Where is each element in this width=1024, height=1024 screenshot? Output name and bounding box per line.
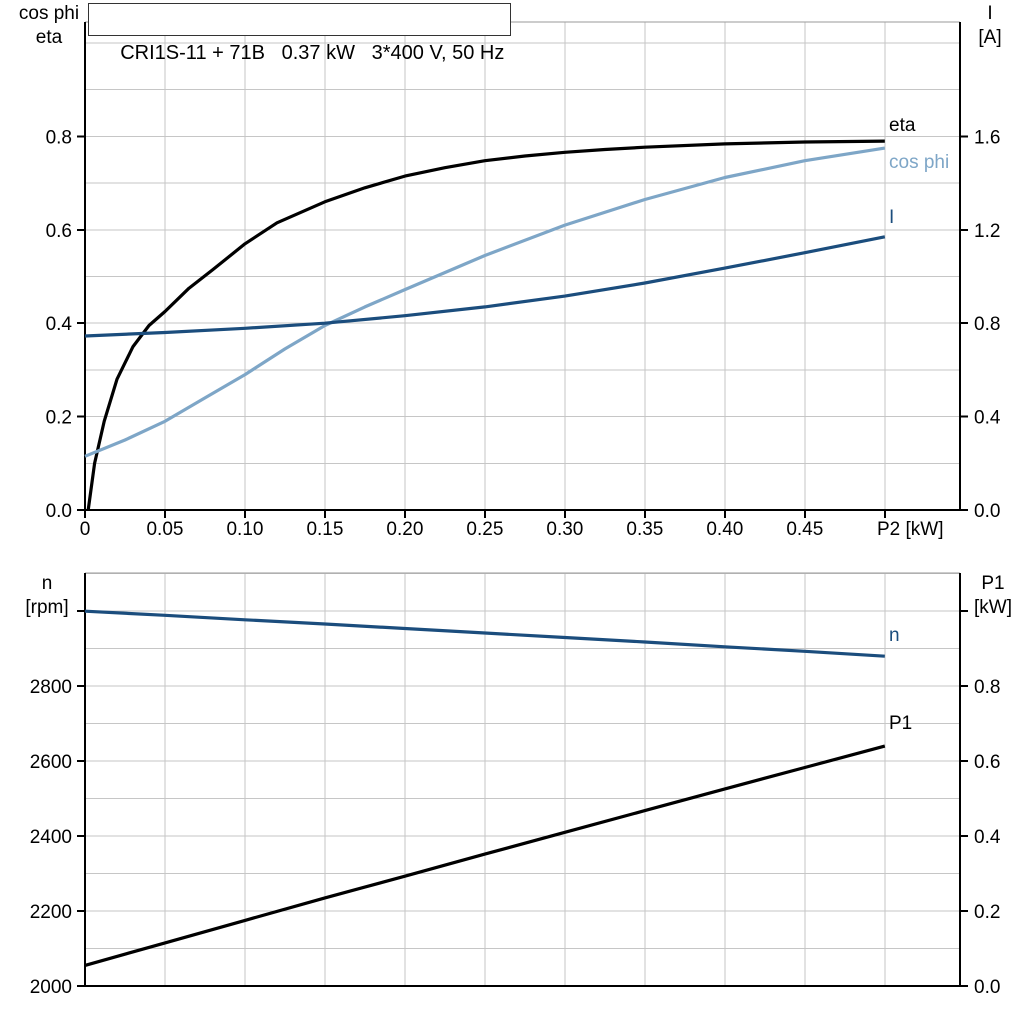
- right-axis-tick-label: 0.2: [974, 902, 1000, 923]
- current-curve-label: I: [889, 207, 894, 228]
- x-axis-tick-label: 0.45: [786, 519, 823, 540]
- x-axis-tick-label: 0: [80, 519, 91, 540]
- rpm-unit-label: [rpm]: [25, 597, 69, 618]
- right-axis-tick-label: 0.0: [974, 977, 1000, 998]
- x-axis-tick-label: 0.05: [146, 519, 183, 540]
- right-axis-tick-label: 1.2: [974, 221, 1000, 242]
- x-axis-tick-label: 0.20: [386, 519, 423, 540]
- left-axis-tick-label: 2200: [30, 902, 72, 923]
- eta-axis-label: eta: [35, 27, 63, 48]
- kw-unit-label: [kW]: [974, 597, 1012, 618]
- right-axis-tick-label: 0.6: [974, 752, 1000, 773]
- right-axis-tick-label: 0.8: [974, 677, 1000, 698]
- p1-curve: [84, 744, 886, 967]
- x-axis-title: P2 [kW]: [877, 519, 944, 540]
- ampere-unit-label: [A]: [978, 27, 1002, 48]
- right-axis-tick-label: 0.4: [974, 827, 1001, 848]
- speed-curve: [84, 609, 885, 658]
- chart-title-box: CRI1S-11 + 71B 0.37 kW 3*400 V, 50 Hz: [88, 3, 511, 64]
- chart-title: CRI1S-11 + 71B 0.37 kW 3*400 V, 50 Hz: [120, 42, 505, 64]
- p1-curve-label: P1: [889, 713, 912, 734]
- eta-curve-label: eta: [889, 115, 916, 136]
- left-axis-tick-label: 2600: [30, 752, 72, 773]
- bottom-left-axis-unit-label: n [rpm]: [7, 572, 87, 620]
- left-axis-tick-label: 2800: [30, 677, 72, 698]
- top-left-axis-unit-label: cos phi eta: [9, 2, 89, 50]
- right-axis-tick-label: 0.4: [974, 408, 1001, 429]
- x-axis-tick-label: 0.10: [226, 519, 263, 540]
- left-axis-tick-label: 0.0: [46, 501, 72, 522]
- current-axis-label: I: [987, 3, 993, 24]
- p1-axis-label: P1: [981, 573, 1005, 594]
- speed-curve-label: n: [889, 625, 900, 646]
- left-axis-tick-label: 2000: [30, 977, 72, 998]
- left-axis-tick-label: 0.2: [46, 408, 72, 429]
- bottom-right-axis-unit-label: P1 [kW]: [953, 572, 1024, 620]
- x-axis-tick-label: 0.30: [546, 519, 583, 540]
- cos-phi-axis-label: cos phi: [18, 3, 80, 24]
- left-axis-tick-label: 2400: [30, 827, 72, 848]
- right-axis-tick-label: 1.6: [974, 127, 1000, 148]
- x-axis-tick-label: 0.35: [626, 519, 663, 540]
- top-right-axis-unit-label: I [A]: [950, 2, 1024, 50]
- left-axis-tick-label: 0.8: [46, 127, 72, 148]
- left-axis-tick-label: 0.4: [46, 314, 73, 335]
- eta-curve: [86, 139, 885, 511]
- left-axis-tick-label: 0.6: [46, 221, 72, 242]
- cos-phi-curve-label: cos phi: [889, 152, 949, 173]
- right-axis-tick-label: 0.8: [974, 314, 1000, 335]
- x-axis-tick-label: 0.40: [706, 519, 743, 540]
- speed-axis-label: n: [41, 573, 53, 594]
- cos-phi-curve: [84, 146, 886, 458]
- right-axis-tick-label: 0.0: [974, 501, 1000, 522]
- x-axis-tick-label: 0.25: [466, 519, 503, 540]
- x-axis-tick-label: 0.15: [306, 519, 343, 540]
- current-curve: [84, 235, 886, 338]
